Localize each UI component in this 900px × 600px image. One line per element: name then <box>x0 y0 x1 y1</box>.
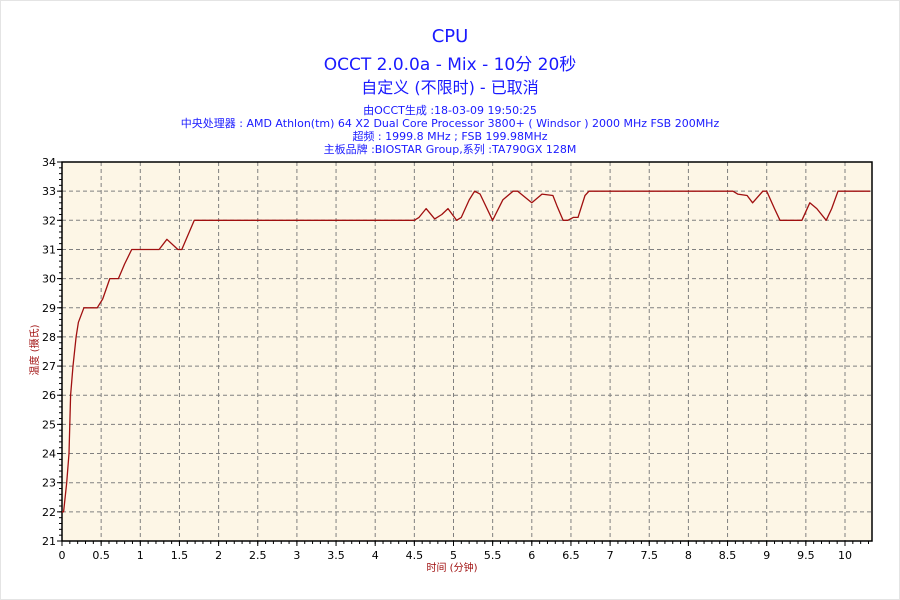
x-tick-label: 2.5 <box>249 549 267 562</box>
y-tick-label: 29 <box>42 302 56 315</box>
x-tick-label: 1 <box>137 549 144 562</box>
series-line-cpu <box>62 190 871 513</box>
x-tick-label: 10 <box>838 549 852 562</box>
plot-border <box>61 161 873 542</box>
y-tick-label: 30 <box>42 273 56 286</box>
x-tick-label: 1.5 <box>171 549 189 562</box>
y-tick-label: 24 <box>42 448 56 461</box>
generated-info: 由OCCT生成 :18-03-09 19:50:25 <box>363 104 537 117</box>
x-tick-label: 0 <box>59 549 66 562</box>
x-tick-label: 7.5 <box>641 549 659 562</box>
plot-area <box>62 162 872 541</box>
x-axis-label: 时间 (分钟) <box>427 561 478 574</box>
y-tick-label: 34 <box>42 156 56 169</box>
y-tick-label: 33 <box>42 185 56 198</box>
overclock-info: 超频 : 1999.8 MHz ; FSB 199.98MHz <box>352 130 548 143</box>
x-tick-label: 3 <box>293 549 300 562</box>
y-tick-label: 25 <box>42 418 56 431</box>
motherboard-info: 主板品牌 :BIOSTAR Group,系列 :TA790GX 128M <box>323 143 577 156</box>
x-tick-label: 9.5 <box>797 549 815 562</box>
y-axis-label: 温度 (摄氏) <box>28 324 41 375</box>
y-tick-label: 21 <box>42 535 56 548</box>
y-tick-label: 23 <box>42 477 56 490</box>
x-tick-label: 4.5 <box>406 549 424 562</box>
x-tick-label: 8.5 <box>719 549 737 562</box>
y-tick-label: 22 <box>42 506 56 519</box>
y-tick-label: 32 <box>42 214 56 227</box>
x-tick-label: 2 <box>215 549 222 562</box>
y-tick-label: 28 <box>42 331 56 344</box>
x-tick-label: 5 <box>450 549 457 562</box>
test-mode: 自定义 (不限时) - 已取消 <box>361 78 539 97</box>
x-tick-label: 4 <box>372 549 379 562</box>
chart-title: CPU <box>431 26 469 47</box>
x-tick-label: 5.5 <box>484 549 502 562</box>
x-tick-label: 0.5 <box>92 549 110 562</box>
x-tick-label: 7 <box>607 549 614 562</box>
y-tick-label: 27 <box>42 360 56 373</box>
y-tick-label: 26 <box>42 389 56 402</box>
cpu-info: 中央处理器 : AMD Athlon(tm) 64 X2 Dual Core P… <box>180 117 720 130</box>
x-tick-label: 6 <box>528 549 535 562</box>
x-tick-label: 3.5 <box>327 549 345 562</box>
x-tick-label: 6.5 <box>562 549 580 562</box>
x-tick-label: 8 <box>685 549 692 562</box>
test-subtitle: OCCT 2.0.0a - Mix - 10分 20秒 <box>323 55 577 75</box>
y-tick-label: 31 <box>42 243 56 256</box>
x-tick-label: 9 <box>763 549 770 562</box>
